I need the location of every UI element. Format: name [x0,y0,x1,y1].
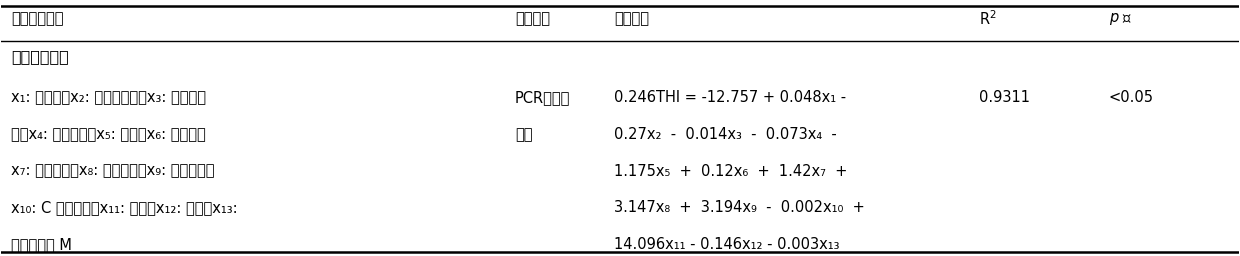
Text: R$^2$: R$^2$ [978,10,997,28]
Text: 分）: 分） [515,127,532,142]
Text: PCR（主成: PCR（主成 [515,90,570,105]
Text: 0.9311: 0.9311 [978,90,1029,105]
Text: 血液生化指标: 血液生化指标 [11,12,63,27]
Text: x₁₀: C 反应蛋白、x₁₁: 乳酸、x₁₂: 血氨、x₁₃:: x₁₀: C 反应蛋白、x₁₁: 乳酸、x₁₂: 血氨、x₁₃: [11,200,238,215]
Text: 回归模型: 回归模型 [515,12,549,27]
Text: 0.27x₂  -  0.014x₃  -  0.073x₄  -: 0.27x₂ - 0.014x₃ - 0.073x₄ - [614,127,837,142]
Text: 多元回归分析: 多元回归分析 [11,50,69,65]
Text: x₇: 甘油三脂、x₈: 总胆固醇、x₉: 肌酸激酶、: x₇: 甘油三脂、x₈: 总胆固醇、x₉: 肌酸激酶、 [11,164,215,178]
Text: 免疫球蛋白 M: 免疫球蛋白 M [11,237,72,252]
Text: x₁: 白蛋白、x₂: 谷丙转氨酶、x₃: 谷草转氨: x₁: 白蛋白、x₂: 谷丙转氨酶、x₃: 谷草转氨 [11,90,206,105]
Text: 14.096x₁₁ - 0.146x₁₂ - 0.003x₁₃: 14.096x₁₁ - 0.146x₁₂ - 0.003x₁₃ [614,237,839,252]
Text: 0.246THI = -12.757 + 0.048x₁ -: 0.246THI = -12.757 + 0.048x₁ - [614,90,846,105]
Text: 3.147x₈  +  3.194x₉  -  0.002x₁₀  +: 3.147x₈ + 3.194x₉ - 0.002x₁₀ + [614,200,864,215]
Text: <0.05: <0.05 [1109,90,1153,105]
Text: 回归方程: 回归方程 [614,12,649,27]
Text: $p$ 值: $p$ 值 [1109,11,1132,27]
Text: 酶、x₄: 血尿素氮、x₅: 肌酐、x₆: 葡萄糖、: 酶、x₄: 血尿素氮、x₅: 肌酐、x₆: 葡萄糖、 [11,127,206,142]
Text: 1.175x₅  +  0.12x₆  +  1.42x₇  +: 1.175x₅ + 0.12x₆ + 1.42x₇ + [614,164,847,178]
